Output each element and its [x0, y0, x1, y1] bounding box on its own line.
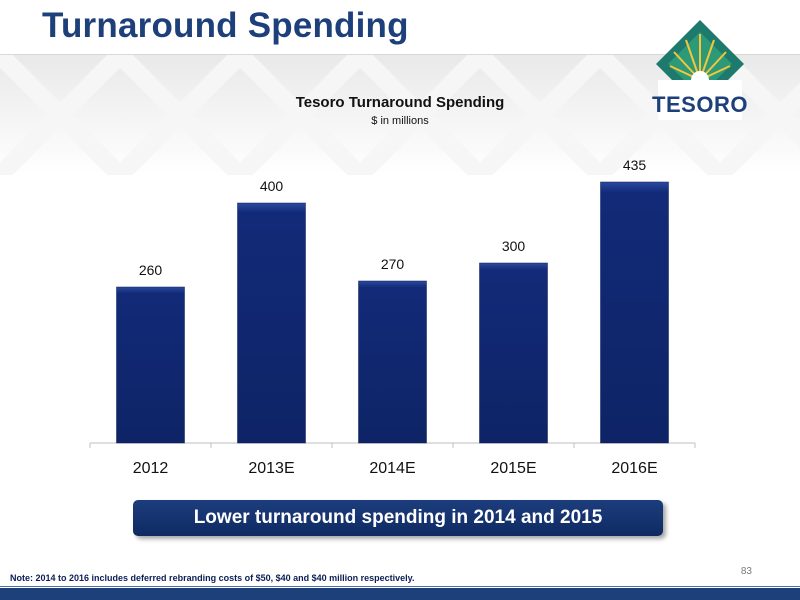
x-tick-label: 2012	[133, 460, 169, 477]
page-title: Turnaround Spending	[42, 6, 409, 45]
x-tick-label: 2015E	[490, 460, 536, 477]
data-label: 300	[502, 238, 526, 254]
page-number: 83	[740, 566, 752, 577]
footnote: Note: 2014 to 2016 includes deferred reb…	[10, 573, 415, 583]
x-tick-label: 2014E	[369, 460, 415, 477]
chart-title: Tesoro Turnaround Spending	[295, 94, 505, 111]
bar-2012	[116, 286, 185, 444]
data-label: 435	[623, 157, 647, 173]
summary-callout: Lower turnaround spending in 2014 and 20…	[133, 500, 663, 536]
title-divider	[0, 54, 800, 55]
footer-divider	[0, 586, 800, 587]
data-label: 270	[381, 256, 405, 272]
bar-2013E	[237, 202, 306, 444]
tesoro-logo-text: TESORO	[652, 92, 748, 117]
tesoro-logo-icon	[656, 20, 744, 120]
chart-subtitle: $ in millions	[371, 115, 429, 127]
footer-bar	[0, 588, 800, 600]
bar-2014E	[358, 280, 427, 444]
x-tick-label: 2016E	[611, 460, 657, 477]
x-tick-label: 2013E	[248, 460, 294, 477]
bar-2016E	[600, 181, 669, 444]
data-label: 400	[260, 178, 284, 194]
bar-2015E	[479, 262, 548, 444]
data-label: 260	[139, 262, 163, 278]
